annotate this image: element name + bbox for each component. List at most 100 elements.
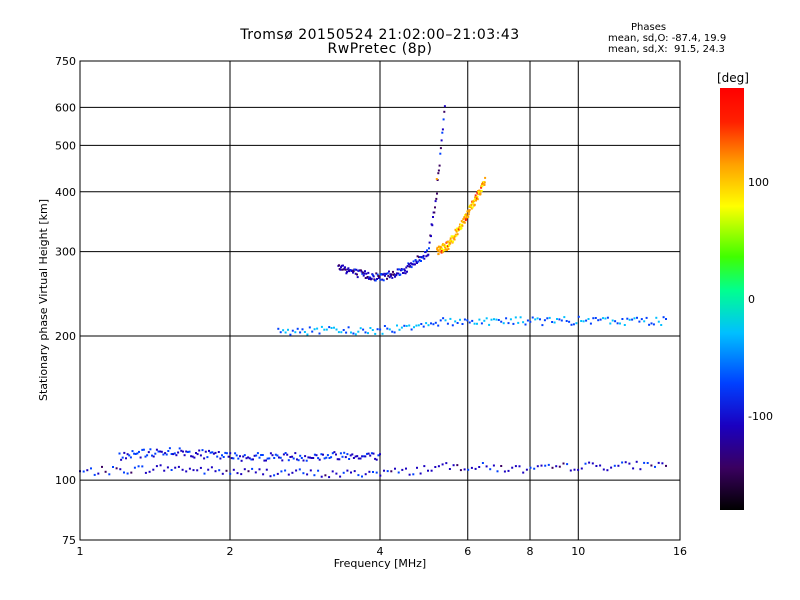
echo-point (359, 327, 362, 330)
echo-point (480, 186, 483, 189)
echo-point (364, 270, 366, 273)
echo-point (203, 472, 206, 475)
echo-point (475, 199, 477, 202)
echo-point (437, 253, 440, 255)
echo-point (341, 455, 344, 458)
echo-point (391, 276, 394, 279)
echo-point (408, 473, 411, 476)
echo-point (439, 152, 442, 155)
echo-point (86, 469, 89, 472)
echo-point (418, 259, 421, 262)
echo-point (280, 470, 283, 473)
echo-point (465, 214, 468, 217)
echo-point (365, 272, 368, 275)
echo-point (376, 278, 378, 280)
echo-point (330, 327, 333, 329)
echo-point (431, 224, 434, 227)
echo-point (337, 331, 340, 334)
echo-point (449, 317, 452, 320)
echo-point (306, 473, 309, 476)
echo-point (661, 462, 664, 465)
echo-point (458, 225, 461, 228)
echo-point (146, 454, 149, 457)
echo-point (196, 453, 199, 456)
echo-point (234, 452, 237, 455)
echo-point (340, 266, 342, 269)
echo-point (204, 450, 207, 453)
x-axis-label: Frequency [MHz] (334, 557, 426, 570)
echo-point (406, 270, 408, 273)
echo-point (225, 469, 228, 472)
echo-point (451, 324, 454, 327)
echo-point (323, 328, 326, 331)
x-tick-label: 1 (77, 545, 84, 558)
echo-points (79, 105, 667, 479)
echo-point (417, 324, 420, 327)
echo-point (575, 322, 578, 325)
echo-point (152, 468, 155, 471)
x-tick-label: 2 (227, 545, 234, 558)
echo-point (546, 317, 549, 320)
echo-point (239, 455, 241, 458)
echo-point (401, 468, 404, 471)
echo-point (323, 457, 326, 460)
echo-point (347, 326, 350, 329)
echo-point (474, 198, 477, 201)
echo-point (519, 316, 522, 319)
echo-point (115, 467, 118, 470)
echo-point (108, 473, 111, 476)
echo-point (248, 457, 251, 460)
colorbar-tick-label: 0 (748, 293, 755, 306)
echo-point (291, 455, 294, 458)
echo-point (340, 264, 343, 267)
echo-point (357, 474, 360, 477)
echo-point (433, 211, 436, 214)
echo-point (463, 318, 466, 321)
echo-point (405, 325, 408, 327)
x-tick-label: 8 (527, 545, 534, 558)
echo-point (465, 217, 468, 220)
echo-point (265, 459, 267, 462)
echo-point (199, 454, 202, 457)
colorbar-tick-label: 100 (748, 176, 769, 189)
echo-point (446, 249, 448, 251)
echo-point (247, 470, 250, 473)
echo-point (452, 464, 455, 467)
echo-point (380, 273, 383, 275)
echo-point (445, 462, 448, 465)
echo-point (456, 233, 459, 236)
echo-point (356, 455, 359, 458)
echo-point (371, 273, 374, 276)
echo-point (277, 327, 280, 330)
echo-point (650, 322, 653, 325)
echo-point (303, 331, 306, 333)
echo-point (212, 452, 215, 455)
echo-point (588, 461, 591, 464)
echo-point (408, 324, 411, 327)
echo-point (396, 324, 398, 327)
echo-point (577, 468, 580, 471)
y-axis-label: Stationary phase Virtual Height [km] (37, 199, 50, 401)
echo-point (497, 319, 500, 321)
echo-point (464, 219, 467, 222)
echo-point (610, 466, 613, 469)
echo-point (222, 456, 225, 458)
echo-point (467, 209, 470, 212)
echo-point (348, 458, 351, 460)
echo-point (444, 245, 447, 248)
echo-point (352, 271, 354, 274)
echo-point (157, 450, 160, 453)
echo-point (384, 274, 386, 277)
echo-point (104, 470, 107, 473)
echo-point (434, 321, 437, 324)
echo-point (423, 465, 426, 468)
echo-point (393, 331, 396, 334)
echo-point (443, 105, 446, 108)
echo-point (252, 458, 254, 461)
echo-point (120, 458, 123, 461)
echo-point (364, 473, 367, 476)
echo-point (631, 318, 634, 321)
echo-point (434, 206, 436, 209)
echo-point (352, 457, 355, 459)
echo-point (301, 328, 304, 331)
